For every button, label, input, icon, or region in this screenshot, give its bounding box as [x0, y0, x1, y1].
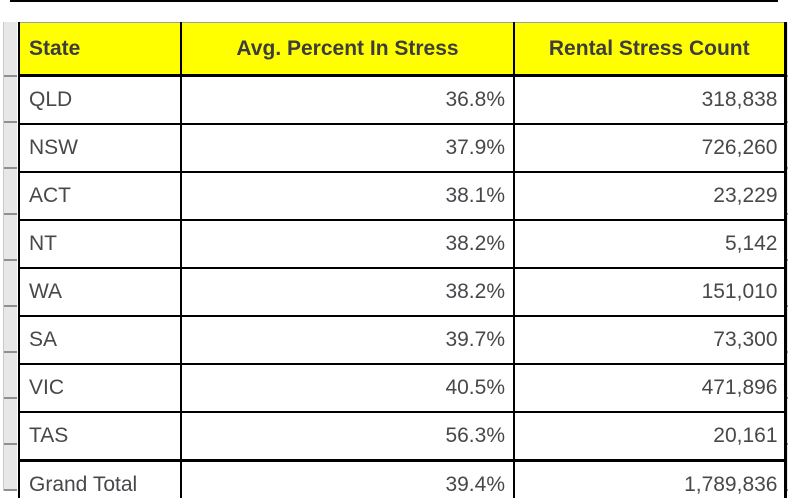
cell-grand-total-avg-percent[interactable]: 39.4% — [180, 459, 515, 498]
header-row: State Avg. Percent In Stress Rental Stre… — [18, 22, 786, 77]
table-row-act: ACT 38.1% 23,229 — [18, 171, 786, 221]
top-rule — [10, 0, 778, 2]
col-header-avg-percent-in-stress[interactable]: Avg. Percent In Stress — [180, 22, 515, 77]
table-row-wa: WA 38.2% 151,010 — [18, 267, 786, 317]
cell-avg-percent[interactable]: 36.8% — [180, 74, 515, 125]
cell-avg-percent[interactable]: 38.2% — [180, 267, 515, 317]
cell-count[interactable]: 5,142 — [513, 219, 786, 269]
cell-count[interactable]: 23,229 — [513, 171, 786, 221]
cell-state[interactable]: ACT — [18, 171, 182, 221]
cell-count[interactable]: 20,161 — [513, 411, 786, 462]
row-header-strip-left[interactable] — [3, 22, 17, 491]
table-row-vic: VIC 40.5% 471,896 — [18, 363, 786, 413]
table-row-tas: TAS 56.3% 20,161 — [18, 411, 786, 462]
cell-avg-percent[interactable]: 39.7% — [180, 315, 515, 365]
cell-count[interactable]: 726,260 — [513, 123, 786, 173]
col-header-rental-stress-count[interactable]: Rental Stress Count — [513, 22, 786, 77]
table-row-qld: QLD 36.8% 318,838 — [18, 74, 786, 125]
cell-avg-percent[interactable]: 40.5% — [180, 363, 515, 413]
table-row-sa: SA 39.7% 73,300 — [18, 315, 786, 365]
cell-state[interactable]: NT — [18, 219, 182, 269]
cell-avg-percent[interactable]: 38.1% — [180, 171, 515, 221]
cell-count[interactable]: 471,896 — [513, 363, 786, 413]
cell-count[interactable]: 318,838 — [513, 74, 786, 125]
table-row-nt: NT 38.2% 5,142 — [18, 219, 786, 269]
cell-avg-percent[interactable]: 56.3% — [180, 411, 515, 462]
cell-state[interactable]: QLD — [18, 74, 182, 125]
cell-state[interactable]: WA — [18, 267, 182, 317]
cell-state[interactable]: TAS — [18, 411, 182, 462]
cell-count[interactable]: 73,300 — [513, 315, 786, 365]
rental-stress-pivot-table: State Avg. Percent In Stress Rental Stre… — [18, 22, 787, 498]
table-row-nsw: NSW 37.9% 726,260 — [18, 123, 786, 173]
cell-state[interactable]: VIC — [18, 363, 182, 413]
cell-grand-total-label[interactable]: Grand Total — [18, 459, 182, 498]
cell-state[interactable]: SA — [18, 315, 182, 365]
col-header-state[interactable]: State — [18, 22, 182, 77]
cell-avg-percent[interactable]: 38.2% — [180, 219, 515, 269]
cell-avg-percent[interactable]: 37.9% — [180, 123, 515, 173]
table-row-grand-total: Grand Total 39.4% 1,789,836 — [18, 459, 786, 498]
cell-grand-total-count[interactable]: 1,789,836 — [513, 459, 786, 498]
cell-state[interactable]: NSW — [18, 123, 182, 173]
cell-count[interactable]: 151,010 — [513, 267, 786, 317]
